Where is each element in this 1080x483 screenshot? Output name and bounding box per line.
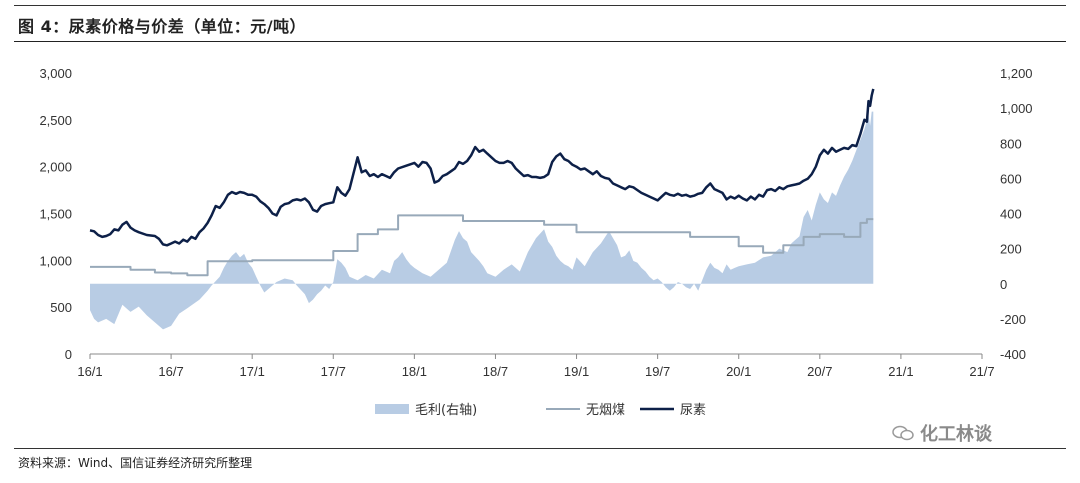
y-left-tick-label: 3,000 bbox=[39, 66, 72, 81]
y-right-tick-label: 200 bbox=[1000, 242, 1022, 257]
y-right-tick-label: 800 bbox=[1000, 136, 1022, 151]
legend-urea-label: 尿素 bbox=[680, 403, 706, 418]
x-tick-label: 17/7 bbox=[321, 364, 346, 379]
source-note: 资料来源：Wind、国信证券经济研究所整理 bbox=[18, 456, 253, 470]
watermark-text: 化工林谈 bbox=[920, 424, 992, 445]
x-tick-label: 18/7 bbox=[483, 364, 508, 379]
x-tick-label: 20/1 bbox=[726, 364, 751, 379]
y-right-tick-label: 1,000 bbox=[1000, 101, 1033, 116]
x-tick-label: 21/1 bbox=[888, 364, 913, 379]
chart-title: 图 4：尿素价格与价差（单位：元/吨） bbox=[18, 17, 307, 36]
bottom-rule bbox=[14, 448, 1066, 449]
x-tick-label: 16/1 bbox=[77, 364, 102, 379]
x-tick-label: 20/7 bbox=[807, 364, 832, 379]
y-right-tick-label: 1,200 bbox=[1000, 66, 1033, 81]
x-tick-label: 17/1 bbox=[240, 364, 265, 379]
x-tick-label: 21/7 bbox=[969, 364, 994, 379]
y-right-tick-label: -400 bbox=[1000, 347, 1026, 362]
series-margin-area bbox=[90, 111, 874, 330]
y-left-tick-label: 1,500 bbox=[39, 207, 72, 222]
legend-margin-swatch bbox=[375, 404, 409, 414]
y-left-tick-label: 2,500 bbox=[39, 113, 72, 128]
x-tick-label: 19/7 bbox=[645, 364, 670, 379]
title-rule bbox=[14, 41, 1066, 42]
top-rule bbox=[14, 5, 1066, 6]
y-right-tick-label: 400 bbox=[1000, 207, 1022, 222]
y-left-tick-label: 0 bbox=[65, 347, 72, 362]
legend-coal-label: 无烟煤 bbox=[586, 403, 625, 418]
legend-margin-label: 毛利(右轴) bbox=[415, 403, 477, 418]
series-coal-line bbox=[90, 214, 874, 277]
x-tick-label: 19/1 bbox=[564, 364, 589, 379]
y-right-tick-label: 600 bbox=[1000, 171, 1022, 186]
y-right-tick-label: -200 bbox=[1000, 312, 1026, 327]
y-left-tick-label: 500 bbox=[50, 300, 72, 315]
y-left-tick-label: 1,000 bbox=[39, 253, 72, 268]
y-right-tick-label: 0 bbox=[1000, 277, 1007, 292]
x-tick-label: 16/7 bbox=[158, 364, 183, 379]
x-tick-label: 18/1 bbox=[402, 364, 427, 379]
series-urea-line bbox=[89, 88, 875, 247]
wechat-icon bbox=[892, 425, 914, 441]
chart-canvas: 16/1 16/7 17/1 17/7 18/1 18/7 19/1 19/7 20/1 20/7… bbox=[39, 66, 1033, 418]
watermark: 化工林谈 bbox=[892, 420, 992, 446]
y-left-tick-label: 2,000 bbox=[39, 160, 72, 175]
